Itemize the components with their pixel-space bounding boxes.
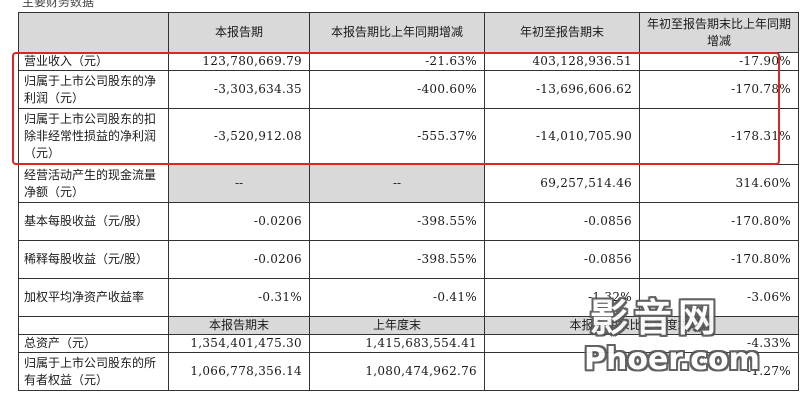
cell-value: 1,415,683,554.41 (309, 334, 485, 353)
table-row: 归属于上市公司股东的扣除非经常性损益的净利润（元） -3,520,912.08 … (18, 108, 799, 165)
header-ytd: 年初至报告期末 (484, 12, 640, 53)
row-label: 经营活动产生的现金流量净额（元） (18, 164, 169, 203)
cell-value: -1.32% (484, 278, 640, 317)
cell-value: -400.60% (309, 70, 485, 109)
row-label: 加权平均净资产收益率 (18, 278, 169, 317)
cell-value: -13,696,606.62 (484, 70, 640, 109)
subheader-blank-cell (18, 316, 169, 335)
header-blank-cell (18, 12, 169, 53)
table-row: 归属于上市公司股东的净利润（元） -3,303,634.35 -400.60% … (18, 70, 799, 109)
cell-value: -3,303,634.35 (168, 70, 310, 109)
table-header-row: 本报告期 本报告期比上年同期增减 年初至报告期末 年初至报告期末比上年同期增减 (18, 12, 799, 53)
cell-value: -398.55% (309, 240, 485, 279)
cell-value: 403,128,936.51 (484, 52, 640, 71)
cell-value: -398.55% (309, 202, 485, 241)
table-row: 营业收入（元） 123,780,669.79 -21.63% 403,128,9… (18, 52, 799, 71)
cell-value: -0.0206 (168, 240, 310, 279)
cell-value: -3,520,912.08 (168, 108, 310, 165)
cell-value: -170.80% (639, 240, 799, 279)
cell-value: -170.80% (639, 202, 799, 241)
subheader-change: 本报告期末比上年度末增减 (484, 316, 799, 335)
row-label: 归属于上市公司股东的净利润（元） (18, 70, 169, 109)
cut-off-heading: 主要财务数据 (22, 0, 95, 9)
table-row: 归属于上市公司股东的所有者权益（元） 1,066,778,356.14 1,08… (18, 352, 799, 391)
cell-value: -178.31% (639, 108, 799, 165)
financial-data-table: 本报告期 本报告期比上年同期增减 年初至报告期末 年初至报告期末比上年同期增减 … (18, 12, 799, 391)
subheader-prior-year-end: 上年度末 (309, 316, 485, 335)
header-current-period: 本报告期 (168, 12, 310, 53)
cell-value: -1.27% (484, 352, 799, 391)
subheader-period-end: 本报告期末 (168, 316, 310, 335)
cell-value: -17.90% (639, 52, 799, 71)
cell-value: -555.37% (309, 108, 485, 165)
table-row: 经营活动产生的现金流量净额（元） -- -- 69,257,514.46 314… (18, 164, 799, 203)
header-ytd-yoy: 年初至报告期末比上年同期增减 (639, 12, 799, 53)
cell-value: 314.60% (639, 164, 799, 203)
cell-value: 69,257,514.46 (484, 164, 640, 203)
row-label: 稀释每股收益（元/股） (18, 240, 169, 279)
cell-value: -0.0856 (484, 240, 640, 279)
row-label: 归属于上市公司股东的所有者权益（元） (18, 352, 169, 391)
table-row: 总资产（元） 1,354,401,475.30 1,415,683,554.41… (18, 334, 799, 353)
cell-value: -3.06% (639, 278, 799, 317)
cell-value: -0.41% (309, 278, 485, 317)
cell-value: -4.33% (484, 334, 799, 353)
row-label: 营业收入（元） (18, 52, 169, 71)
cell-value: -0.0856 (484, 202, 640, 241)
cell-value: 1,066,778,356.14 (168, 352, 310, 391)
row-label: 归属于上市公司股东的扣除非经常性损益的净利润（元） (18, 108, 169, 165)
cell-value: -0.0206 (168, 202, 310, 241)
table-row: 稀释每股收益（元/股） -0.0206 -398.55% -0.0856 -17… (18, 240, 799, 279)
row-label: 总资产（元） (18, 334, 169, 353)
cell-value: -170.78% (639, 70, 799, 109)
table-subheader-row: 本报告期末 上年度末 本报告期末比上年度末增减 (18, 316, 799, 335)
cell-value: -14,010,705.90 (484, 108, 640, 165)
cell-value: -0.31% (168, 278, 310, 317)
table-row: 加权平均净资产收益率 -0.31% -0.41% -1.32% -3.06% (18, 278, 799, 317)
row-label: 基本每股收益（元/股） (18, 202, 169, 241)
cell-value: -- (309, 164, 485, 203)
cell-value: 1,080,474,962.76 (309, 352, 485, 391)
cell-value: -21.63% (309, 52, 485, 71)
table-row: 基本每股收益（元/股） -0.0206 -398.55% -0.0856 -17… (18, 202, 799, 241)
header-current-period-yoy: 本报告期比上年同期增减 (309, 12, 485, 53)
cell-value: 1,354,401,475.30 (168, 334, 310, 353)
cell-value: -- (168, 164, 310, 203)
cell-value: 123,780,669.79 (168, 52, 310, 71)
